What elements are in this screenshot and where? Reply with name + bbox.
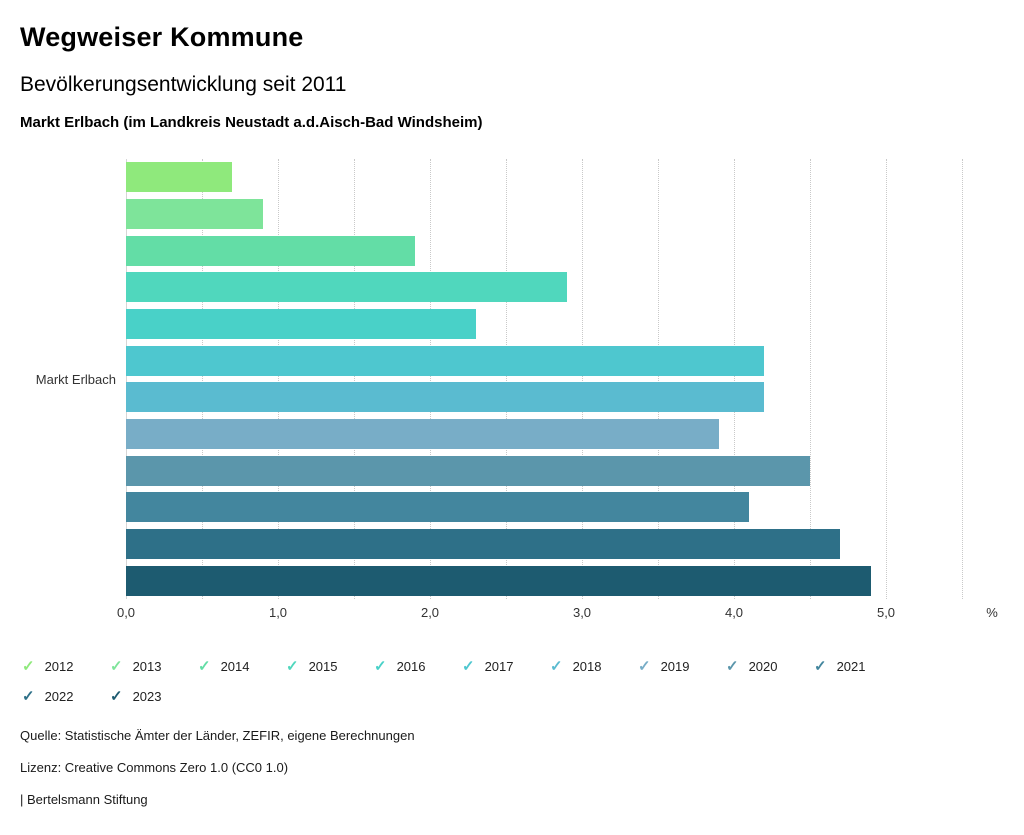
gridline <box>658 159 659 599</box>
legend-check-icon: ✓ <box>550 658 563 675</box>
gridline <box>202 159 203 599</box>
x-tick-5,0: 5,0 <box>876 605 896 620</box>
x-tick-0,0: 0,0 <box>116 605 136 620</box>
bar-2013[interactable] <box>126 198 263 229</box>
source-note: Quelle: Statistische Ämter der Länder, Z… <box>20 728 415 743</box>
gridline <box>962 159 963 599</box>
x-axis-unit-label: % <box>986 605 998 620</box>
legend-item-2018[interactable]: ✓ 2018 <box>550 659 638 674</box>
brand-note: | Bertelsmann Stiftung <box>20 792 148 807</box>
legend-label: 2016 <box>396 659 426 674</box>
bar-2015[interactable] <box>126 272 567 303</box>
bar-2014[interactable] <box>126 235 415 266</box>
legend-check-icon: ✓ <box>22 658 35 675</box>
plot-area <box>126 159 963 599</box>
gridline <box>886 159 887 599</box>
x-axis: 0,0 1,0 2,0 3,0 4,0 5,0% <box>117 605 998 623</box>
bar-2021[interactable] <box>126 492 750 523</box>
legend-item-2015[interactable]: ✓ 2015 <box>286 659 374 674</box>
x-tick-4,0: 4,0 <box>724 605 744 620</box>
legend-check-icon: ✓ <box>22 688 35 705</box>
gridline <box>582 159 583 599</box>
bar-row-2015 <box>126 269 962 306</box>
legend-item-2023[interactable]: ✓ 2023 <box>110 689 198 704</box>
chart-region-subtitle: Markt Erlbach (im Landkreis Neustadt a.d… <box>20 114 483 131</box>
legend-label: 2017 <box>484 659 514 674</box>
legend-label: 2021 <box>836 659 866 674</box>
legend-check-icon: ✓ <box>638 658 651 675</box>
bar-2016[interactable] <box>126 308 476 339</box>
x-tick-1,0: 1,0 <box>268 605 288 620</box>
legend-item-2020[interactable]: ✓ 2020 <box>726 659 814 674</box>
legend-label: 2018 <box>572 659 602 674</box>
bar-row-2022 <box>126 526 962 563</box>
legend-label: 2012 <box>44 659 74 674</box>
bar-row-2020 <box>126 452 962 489</box>
x-tick-3,0: 3,0 <box>572 605 592 620</box>
bar-2022[interactable] <box>126 528 841 559</box>
legend-item-2014[interactable]: ✓ 2014 <box>198 659 286 674</box>
legend-check-icon: ✓ <box>374 658 387 675</box>
legend-item-2012[interactable]: ✓ 2012 <box>22 659 110 674</box>
gridline <box>810 159 811 599</box>
legend-check-icon: ✓ <box>814 658 827 675</box>
legend-label: 2019 <box>660 659 690 674</box>
bar-2020[interactable] <box>126 455 810 486</box>
legend-item-2019[interactable]: ✓ 2019 <box>638 659 726 674</box>
license-note: Lizenz: Creative Commons Zero 1.0 (CC0 1… <box>20 760 289 775</box>
legend: ✓ 2012 ✓ 2013 ✓ 2014 ✓ 2015 ✓ 2016 ✓ 2017 ✓ 2018 ✓ 2019… <box>22 659 918 704</box>
gridline <box>278 159 279 599</box>
bar-2018[interactable] <box>126 382 765 413</box>
legend-label: 2023 <box>132 689 162 704</box>
legend-item-2021[interactable]: ✓ 2021 <box>814 659 902 674</box>
footer: Quelle: Statistische Ämter der Länder, Z… <box>20 728 1004 807</box>
gridline <box>354 159 355 599</box>
bar-2017[interactable] <box>126 345 765 376</box>
gridline <box>506 159 507 599</box>
bar-row-2014 <box>126 232 962 269</box>
bar-2012[interactable] <box>126 162 233 193</box>
bar-row-2016 <box>126 306 962 343</box>
bar-2019[interactable] <box>126 418 719 449</box>
bar-row-2017 <box>126 342 962 379</box>
legend-check-icon: ✓ <box>726 658 739 675</box>
bar-row-2019 <box>126 416 962 453</box>
legend-label: 2022 <box>44 689 74 704</box>
bar-row-2021 <box>126 489 962 526</box>
x-tick-2,0: 2,0 <box>420 605 440 620</box>
gridline <box>430 159 431 599</box>
legend-check-icon: ✓ <box>286 658 299 675</box>
legend-item-2013[interactable]: ✓ 2013 <box>110 659 198 674</box>
legend-item-2022[interactable]: ✓ 2022 <box>22 689 110 704</box>
gridline <box>734 159 735 599</box>
legend-label: 2014 <box>220 659 250 674</box>
legend-label: 2015 <box>308 659 338 674</box>
legend-check-icon: ✓ <box>110 688 123 705</box>
legend-check-icon: ✓ <box>462 658 475 675</box>
page-title: Wegweiser Kommune <box>20 22 304 52</box>
bar-row-2023 <box>126 562 962 599</box>
bar-row-2012 <box>126 159 962 196</box>
chart: Markt Erlbach <box>20 159 1004 599</box>
legend-check-icon: ✓ <box>110 658 123 675</box>
legend-item-2017[interactable]: ✓ 2017 <box>462 659 550 674</box>
bar-row-2013 <box>126 196 962 233</box>
legend-label: 2013 <box>132 659 162 674</box>
bar-2023[interactable] <box>126 565 871 596</box>
bar-row-2018 <box>126 379 962 416</box>
legend-item-2016[interactable]: ✓ 2016 <box>374 659 462 674</box>
y-axis-line <box>126 159 127 599</box>
y-axis-category-label: Markt Erlbach <box>35 371 116 387</box>
legend-label: 2020 <box>748 659 778 674</box>
chart-title: Bevölkerungsentwicklung seit 2011 <box>20 73 347 96</box>
legend-check-icon: ✓ <box>198 658 211 675</box>
